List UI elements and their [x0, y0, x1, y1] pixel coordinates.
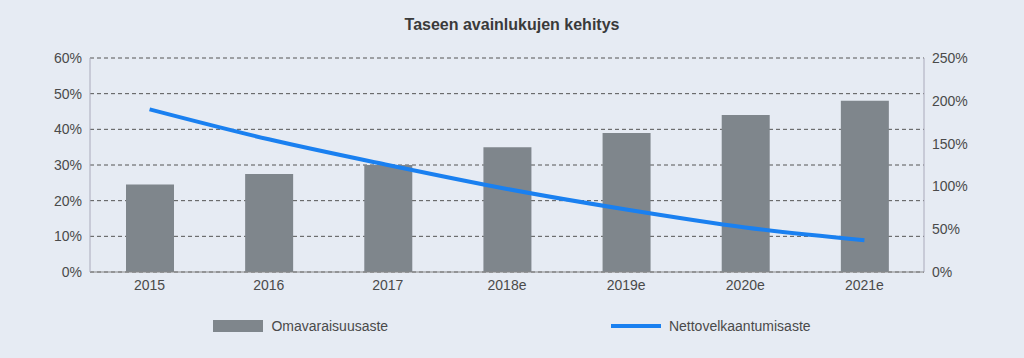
svg-text:2018e: 2018e	[488, 277, 527, 293]
svg-text:2019e: 2019e	[607, 277, 646, 293]
svg-text:2021e: 2021e	[845, 277, 884, 293]
svg-text:50%: 50%	[932, 221, 960, 237]
svg-text:200%: 200%	[932, 93, 968, 109]
svg-text:0%: 0%	[932, 264, 952, 280]
svg-text:2015: 2015	[134, 277, 165, 293]
svg-text:30%: 30%	[54, 157, 82, 173]
svg-text:2016: 2016	[253, 277, 284, 293]
svg-text:150%: 150%	[932, 136, 968, 152]
svg-text:100%: 100%	[932, 178, 968, 194]
svg-text:2017: 2017	[372, 277, 403, 293]
html-text:Nettovelkaantumisaste: Nettovelkaantumisaste	[668, 318, 811, 334]
svg-text:250%: 250%	[932, 50, 968, 66]
html-text:Taseen avainlukujen kehitys: Taseen avainlukujen kehitys	[404, 16, 620, 33]
html-text:Omavaraisuusaste: Omavaraisuusaste	[271, 318, 389, 334]
svg-text:2020e: 2020e	[726, 277, 765, 293]
svg-text:40%: 40%	[54, 121, 82, 137]
svg-text:60%: 60%	[54, 50, 82, 66]
svg-text:20%: 20%	[54, 193, 82, 209]
svg-text:50%: 50%	[54, 86, 82, 102]
svg-text:10%: 10%	[54, 228, 82, 244]
svg-text:0%: 0%	[62, 264, 82, 280]
